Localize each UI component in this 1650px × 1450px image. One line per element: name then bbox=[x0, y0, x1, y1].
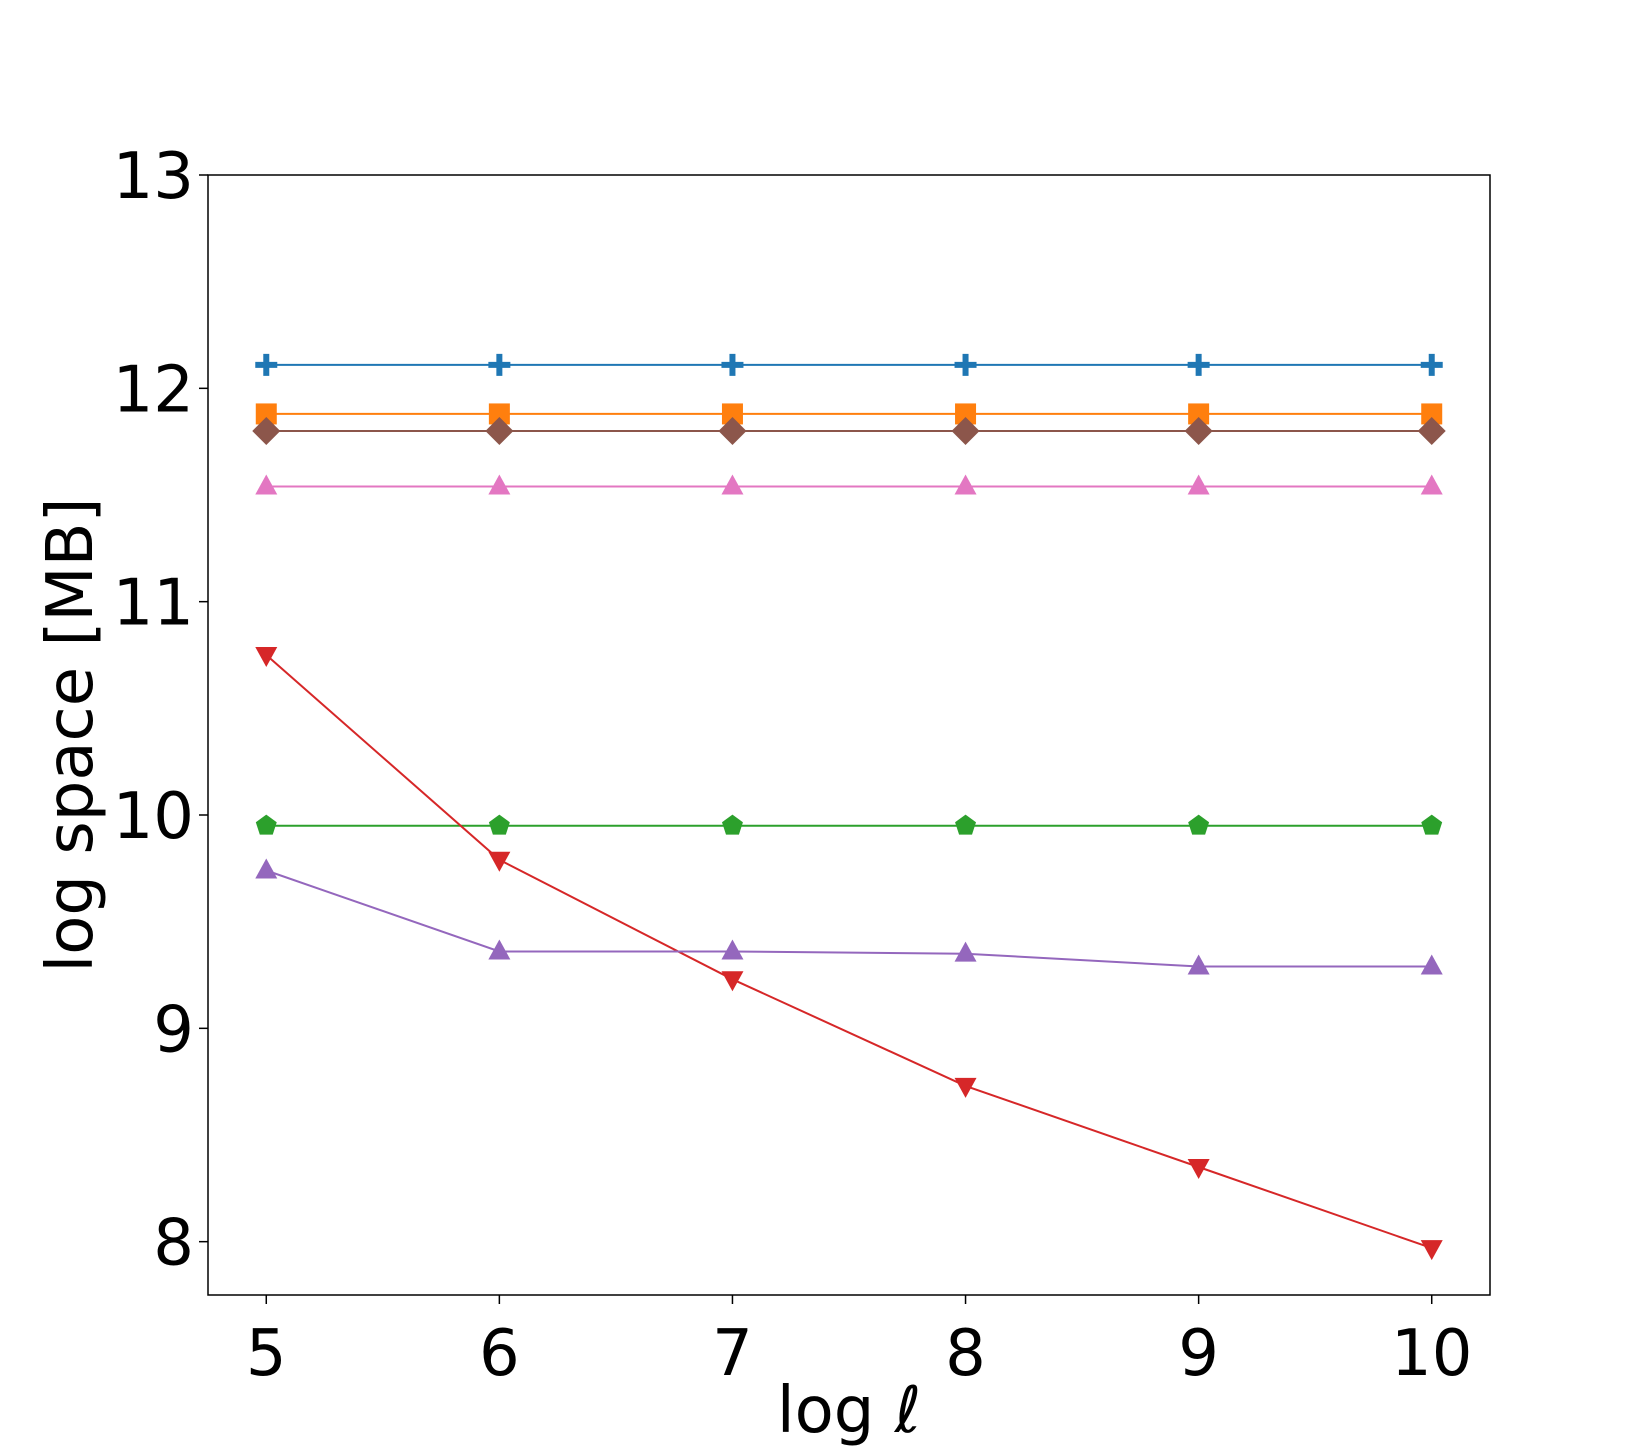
data-point-marker bbox=[1420, 474, 1443, 495]
data-point-marker bbox=[1188, 403, 1210, 425]
y-tick-label: 13 bbox=[113, 140, 194, 214]
data-point-marker bbox=[488, 814, 510, 835]
data-point-marker bbox=[721, 971, 744, 992]
data-point-marker bbox=[255, 858, 278, 879]
data-point-marker bbox=[1184, 417, 1213, 445]
x-tick-label: 6 bbox=[479, 1317, 520, 1391]
data-point-marker bbox=[488, 353, 511, 376]
data-point-marker bbox=[485, 417, 514, 445]
data-point-marker bbox=[488, 474, 511, 495]
data-point-marker bbox=[721, 939, 744, 960]
plot-area-frame bbox=[207, 174, 1491, 1296]
data-point-marker bbox=[255, 647, 278, 667]
x-axis-title: log ℓ bbox=[777, 1374, 921, 1448]
y-tick-label: 10 bbox=[113, 780, 194, 854]
data-point-marker bbox=[1420, 1240, 1443, 1261]
data-point-marker bbox=[954, 941, 977, 962]
data-point-marker bbox=[718, 417, 747, 445]
data-point-marker bbox=[721, 403, 743, 425]
series-line bbox=[265, 654, 1433, 1250]
y-tick-label: 9 bbox=[153, 993, 194, 1067]
data-point-marker bbox=[954, 1077, 977, 1098]
data-point-marker bbox=[1421, 403, 1443, 425]
data-point-marker bbox=[1420, 353, 1443, 376]
data-point-marker bbox=[488, 403, 510, 425]
data-point-marker bbox=[955, 403, 977, 425]
series-1 bbox=[255, 353, 1443, 376]
series-2 bbox=[255, 403, 1443, 425]
x-tick-label: 9 bbox=[1178, 1317, 1219, 1391]
data-point-marker bbox=[1187, 474, 1210, 495]
data-point-marker bbox=[1187, 353, 1210, 376]
series-layer bbox=[252, 353, 1446, 1261]
data-point-marker bbox=[955, 814, 977, 835]
x-tick-label: 7 bbox=[712, 1317, 753, 1391]
data-point-marker bbox=[954, 474, 977, 495]
y-tick-label: 12 bbox=[113, 353, 194, 427]
data-point-marker bbox=[1421, 814, 1443, 835]
y-axis-title: log space [MB] bbox=[34, 497, 108, 972]
data-point-marker bbox=[255, 474, 278, 495]
data-point-marker bbox=[488, 851, 511, 872]
series-4 bbox=[255, 647, 1443, 1261]
data-point-marker bbox=[721, 814, 743, 835]
data-point-marker bbox=[255, 353, 278, 376]
data-point-marker bbox=[721, 474, 744, 495]
data-point-marker bbox=[954, 353, 977, 376]
x-tick-label: 8 bbox=[945, 1317, 986, 1391]
data-point-marker bbox=[721, 353, 744, 376]
series-5 bbox=[255, 858, 1443, 975]
data-point-marker bbox=[1420, 954, 1443, 975]
data-point-marker bbox=[252, 417, 281, 445]
x-tick-label: 10 bbox=[1391, 1317, 1472, 1391]
data-point-marker bbox=[488, 939, 511, 960]
data-point-marker bbox=[1417, 417, 1446, 445]
data-point-marker bbox=[1188, 814, 1210, 835]
y-tick-label: 8 bbox=[153, 1207, 194, 1281]
series-6 bbox=[252, 417, 1446, 445]
data-point-marker bbox=[951, 417, 980, 445]
y-tick-label: 11 bbox=[113, 567, 194, 641]
axis-ticks: 5 6 7 8 9 10 8 9 10 11 12 13 bbox=[113, 140, 1473, 1391]
data-point-marker bbox=[255, 814, 277, 835]
x-tick-label: 5 bbox=[246, 1317, 287, 1391]
data-point-marker bbox=[1187, 1159, 1210, 1179]
data-point-marker bbox=[255, 403, 277, 425]
series-3 bbox=[255, 814, 1443, 835]
series-line bbox=[265, 869, 1432, 968]
data-point-marker bbox=[1187, 954, 1210, 975]
series-7 bbox=[255, 474, 1443, 495]
